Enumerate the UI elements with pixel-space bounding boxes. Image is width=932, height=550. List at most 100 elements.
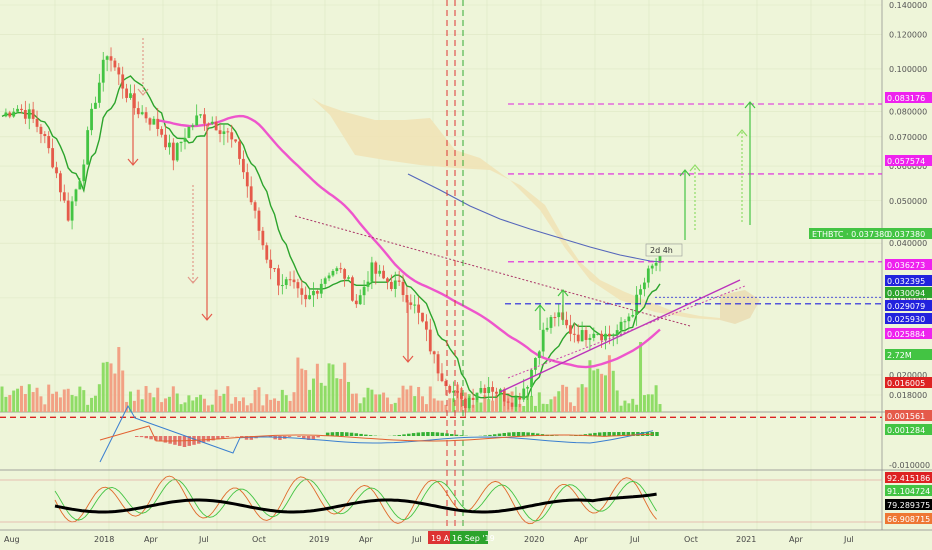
volume-bar [413,396,417,412]
candle [331,271,335,276]
candle [323,278,327,284]
price-tag-box [885,485,932,496]
candle [261,230,265,246]
candle [335,268,339,272]
histogram-bar [435,432,440,436]
date-marker[interactable]: 19 A 16 Sep '19 [428,531,495,544]
price-tag-box [885,275,932,286]
candle [273,268,276,270]
candle [592,333,596,338]
ascending-trendline [499,279,741,393]
candle [199,114,202,116]
volume-bar [452,398,456,412]
volume-bar [502,401,506,412]
histogram-bar [593,432,597,436]
candle [557,312,561,318]
volume-bar [43,404,47,412]
volume-bar [51,393,55,412]
price-tag-label: 79.289375 [887,501,930,510]
histogram-bar [640,432,645,436]
volume-bar [304,370,308,412]
volume-bar [650,394,654,412]
volume-bar [234,397,238,412]
volume-bar [603,375,607,412]
histogram-bar [225,436,230,438]
volume-bar [308,389,312,412]
volume-bar [62,389,66,412]
candle [354,300,358,305]
volume-bar [561,384,565,412]
candle [534,357,537,370]
volume-bar [125,401,129,412]
candle [483,387,487,394]
candle [596,333,600,335]
volume-bar [596,368,600,412]
arrow-head [534,304,546,312]
price-tag-label: 66.908715 [887,515,930,524]
histogram-bar [211,436,215,441]
candle [39,126,43,135]
candle [132,93,136,109]
volume-bar [121,370,125,412]
histogram-bar [278,436,282,440]
arrow-head [127,158,139,166]
volume-bar [405,389,409,412]
candle [580,330,584,342]
price-tag: 0.016005 [885,377,932,388]
candle [82,164,86,182]
candle [55,167,58,174]
volume-bar [358,403,362,412]
candle [491,387,494,392]
price-tag: 0.025884 [885,328,932,339]
histogram-bar [621,432,626,436]
histogram-bar [154,436,158,441]
volume-bar [568,402,572,412]
volume-bar [55,391,59,412]
candle [20,108,23,111]
histogram-bar [407,433,411,436]
volume-bar [440,400,444,412]
volume-bar [428,386,432,412]
price-tag-label: 0.001284 [887,426,925,435]
price-tag-box [885,499,932,510]
candle [421,312,424,322]
volume-bar [0,386,4,412]
candle [424,321,428,330]
price-tag: 0.057574 [885,155,932,166]
volume-bar [78,386,82,412]
histogram-bar [306,436,311,440]
candle [479,387,483,393]
candle [339,268,343,270]
candle [238,141,241,159]
time-tick-label: Jul [198,535,209,544]
volume-bar [549,399,553,412]
histogram-bar [526,432,530,436]
candle [203,114,206,124]
volume-bar [218,395,222,412]
candle [362,286,366,296]
volume-bar [86,404,90,412]
candle [191,125,195,127]
volume-bar [339,378,343,412]
candle [572,333,576,335]
histogram-bar [402,434,406,436]
candle [152,118,156,125]
time-tick-label: Oct [252,535,266,544]
countdown-box: 2d 4h [645,243,683,257]
histogram-bar [588,433,592,436]
histogram-bar [602,432,607,436]
candle [257,210,261,231]
candle [269,259,273,269]
volume-bar [522,405,526,412]
histogram-bar [249,436,254,440]
volume-bar [350,393,354,412]
volume-bar [627,403,631,412]
histogram-bar [297,436,301,437]
volume-bar [202,398,206,412]
volume-bar [557,391,561,412]
volume-bar [238,401,242,412]
histogram-bar [445,433,449,436]
candle [607,333,611,337]
